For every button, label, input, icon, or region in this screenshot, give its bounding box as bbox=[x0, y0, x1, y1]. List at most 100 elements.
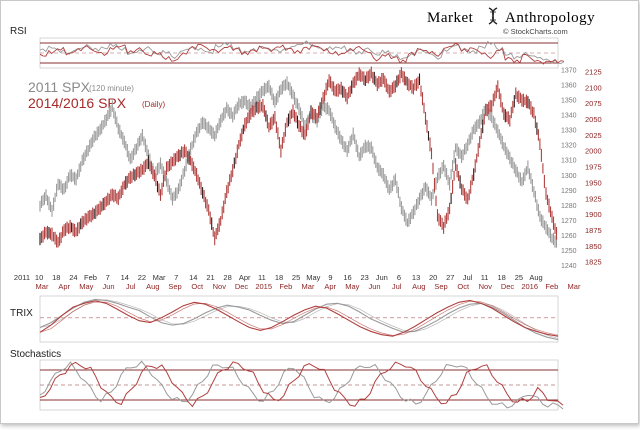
x-tick-2011-28: 18 bbox=[498, 273, 506, 282]
price-2014-series bbox=[39, 66, 558, 248]
y-axis-2014-tick-1950: 1950 bbox=[585, 178, 602, 187]
rsi-panel bbox=[39, 37, 565, 69]
y-axis-2011-tick-1280: 1280 bbox=[561, 203, 577, 210]
y-axis-2014-tick-1925: 1925 bbox=[585, 194, 602, 203]
y-axis-2011-tick-1340: 1340 bbox=[561, 113, 577, 120]
x-tick-2011-5: 7 bbox=[106, 273, 110, 282]
x-tick-2011-7: 22 bbox=[138, 273, 146, 282]
x-tick-2011-23: 13 bbox=[412, 273, 420, 282]
y-axis-2011-tick-1330: 1330 bbox=[561, 128, 577, 135]
x-tick-2011-20: 23 bbox=[361, 273, 369, 282]
website-credit: © StockCharts.com bbox=[503, 27, 568, 36]
x-tick-2011-12: 28 bbox=[223, 273, 231, 282]
trix-line-1-1 bbox=[39, 300, 559, 336]
x-tick-2014-22: 2016 bbox=[521, 282, 538, 291]
y-axis-2011-tick-1350: 1350 bbox=[561, 98, 577, 105]
x-tick-2014-14: May bbox=[345, 282, 359, 291]
x-tick-2011-24: 20 bbox=[429, 273, 437, 282]
brand-name-part2: Anthropology bbox=[505, 10, 595, 26]
y-axis-2011-tick-1360: 1360 bbox=[561, 83, 577, 90]
x-tick-2011-13: Apr bbox=[239, 273, 251, 282]
dna-helix-icon bbox=[488, 7, 498, 25]
y-axis-2011-tick-1300: 1300 bbox=[561, 173, 577, 180]
x-tick-2011-15: 18 bbox=[275, 273, 283, 282]
y-axis-2014-tick-2100: 2100 bbox=[585, 83, 602, 92]
stochastics-panel bbox=[39, 359, 564, 411]
y-axis-2014-tick-1900: 1900 bbox=[585, 210, 602, 219]
price-2011-series bbox=[39, 76, 558, 248]
brand-name-part1: Market bbox=[427, 10, 474, 26]
x-tick-2011-21: Jun bbox=[376, 273, 388, 282]
x-tick-2011-11: 21 bbox=[206, 273, 214, 282]
x-tick-2014-11: Feb bbox=[279, 282, 292, 291]
y-axis-2014-tick-1875: 1875 bbox=[585, 226, 602, 235]
x-tick-2011-6: 14 bbox=[121, 273, 129, 282]
x-tick-2014-16: Jul bbox=[392, 282, 402, 291]
x-tick-2014-9: Dec bbox=[235, 282, 249, 291]
x-tick-2011-22: 6 bbox=[397, 273, 401, 282]
legend-2014-name: 2014/2016 SPX bbox=[28, 95, 127, 111]
trix-line-0-1 bbox=[39, 299, 559, 339]
y-axis-2011-tick-1270: 1270 bbox=[561, 218, 577, 225]
x-tick-2014-3: Jun bbox=[102, 282, 114, 291]
x-tick-2011-17: May bbox=[306, 273, 320, 282]
x-tick-2011-18: 9 bbox=[328, 273, 332, 282]
x-tick-2011-4: Feb bbox=[84, 273, 97, 282]
y-axis-2014-tick-1850: 1850 bbox=[585, 242, 602, 251]
y-axis-2014-tick-2125: 2125 bbox=[585, 68, 602, 77]
y-axis-2011-tick-1240: 1240 bbox=[561, 263, 577, 270]
x-tick-2014-23: Feb bbox=[545, 282, 558, 291]
legend-2011-note: (120 minute) bbox=[89, 84, 134, 93]
y-axis-2011-tick-1250: 1250 bbox=[561, 248, 577, 255]
x-tick-2011-27: 11 bbox=[481, 273, 489, 282]
trix-line-0-0 bbox=[39, 298, 559, 341]
legend-2011-name: 2011 SPX bbox=[28, 79, 91, 95]
x-tick-2014-20: Nov bbox=[479, 282, 493, 291]
trix-panel bbox=[39, 295, 559, 343]
x-tick-2011-2: 18 bbox=[52, 273, 60, 282]
y-axis-2011-tick-1370: 1370 bbox=[561, 68, 577, 75]
x-tick-2014-4: Jul bbox=[126, 282, 136, 291]
y-axis-2011-tick-1260: 1260 bbox=[561, 233, 577, 240]
rsi-panel-title: RSI bbox=[10, 26, 27, 37]
x-tick-2014-10: 2015 bbox=[255, 282, 272, 291]
x-tick-2011-30: Aug bbox=[529, 273, 542, 282]
stoch-line-0 bbox=[39, 360, 564, 410]
x-tick-2011-19: 16 bbox=[343, 273, 351, 282]
y-axis-2011-tick-1310: 1310 bbox=[561, 158, 577, 165]
y-axis-2014-tick-2025: 2025 bbox=[585, 131, 602, 140]
stochastics-panel-title: Stochastics bbox=[10, 349, 61, 360]
y-axis-2014-tick-2000: 2000 bbox=[585, 147, 602, 156]
x-tick-2014-6: Sep bbox=[168, 282, 181, 291]
y-axis-2011-tick-1290: 1290 bbox=[561, 188, 577, 195]
x-tick-2011-0: 2011 bbox=[14, 273, 30, 282]
x-tick-2014-13: Apr bbox=[324, 282, 336, 291]
x-axis-labels: 2011 10 18 24 Feb 7 14 22 Mar 7 14 21 28 Apr 11 18 25 May… bbox=[14, 273, 581, 291]
trix-line-1-0 bbox=[39, 299, 559, 337]
x-tick-2014-2: May bbox=[79, 282, 93, 291]
y-axis-2014-tick-2075: 2075 bbox=[585, 99, 602, 108]
x-tick-2014-7: Oct bbox=[191, 282, 204, 291]
x-tick-2011-26: Jul bbox=[463, 273, 473, 282]
trix-panel-title: TRIX bbox=[10, 308, 33, 319]
x-tick-2014-0: Mar bbox=[36, 282, 49, 291]
x-tick-2011-25: 27 bbox=[446, 273, 454, 282]
rsi-line-1 bbox=[39, 42, 564, 65]
x-tick-2011-16: 25 bbox=[292, 273, 300, 282]
x-tick-2014-19: Oct bbox=[457, 282, 470, 291]
x-tick-2014-1: Apr bbox=[58, 282, 70, 291]
x-tick-2014-15: Jun bbox=[368, 282, 380, 291]
price-legend: 2011 SPX (120 minute) 2014/2016 SPX (Dai… bbox=[28, 79, 165, 111]
x-tick-2014-17: Aug bbox=[412, 282, 425, 291]
x-tick-2014-12: Mar bbox=[302, 282, 315, 291]
y-axis-2014-tick-1825: 1825 bbox=[585, 258, 602, 267]
x-tick-2011-29: 25 bbox=[515, 273, 523, 282]
x-tick-2011-3: 24 bbox=[69, 273, 77, 282]
x-tick-2014-21: Dec bbox=[501, 282, 515, 291]
x-tick-2011-8: Mar bbox=[153, 273, 166, 282]
legend-2014-note: (Daily) bbox=[142, 100, 165, 109]
stoch-line-1 bbox=[39, 361, 564, 408]
